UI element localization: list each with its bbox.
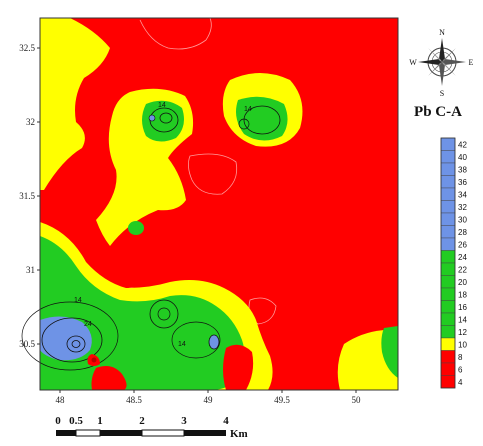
scale-label: 3 — [181, 415, 187, 427]
scale-label: 0.5 — [69, 415, 83, 427]
compass-rose-icon: N S E W — [409, 28, 473, 98]
y-tick-label: 31.5 — [19, 191, 35, 201]
zone-yellow-northwest — [40, 18, 110, 190]
legend-label: 36 — [458, 178, 467, 187]
zone-green-southwest — [40, 236, 245, 390]
legend-label: 20 — [458, 278, 467, 287]
zone-green-spot — [128, 221, 144, 235]
legend-label: 24 — [458, 253, 467, 262]
contour-label: 14 — [178, 341, 186, 348]
legend-label: 8 — [458, 353, 463, 362]
legend-label: 6 — [458, 366, 463, 375]
contour-ring — [71, 340, 81, 348]
legend-label: 14 — [458, 316, 467, 325]
x-tick-label: 49.5 — [274, 395, 290, 405]
y-axis: 32.5 32 31.5 31 30.5 — [19, 43, 40, 349]
scale-label: 1 — [97, 415, 103, 427]
y-tick-label: 32 — [26, 117, 35, 127]
legend-colorbar: 42 40 38 36 34 32 30 28 26 24 22 20 18 16 14 12 10 8 6 4 — [440, 137, 467, 389]
contour-ring — [41, 317, 103, 363]
contour-label: 14 — [244, 106, 252, 113]
x-tick-label: 48.5 — [126, 395, 142, 405]
legend-swatch — [440, 175, 456, 189]
contour-label: 24 — [84, 321, 92, 328]
contour-ring — [171, 321, 221, 359]
legend-swatch — [440, 187, 456, 201]
x-tick-label: 49 — [204, 395, 214, 405]
map-panel: 14 14 14 24 14 — [21, 17, 399, 391]
y-tick-label: 31 — [26, 265, 35, 275]
scale-label: 0 — [55, 415, 61, 427]
anomaly-dark-red — [91, 357, 97, 363]
legend-label: 30 — [458, 216, 467, 225]
legend-swatch — [440, 137, 456, 151]
contour-ring — [21, 301, 119, 371]
zone-green-center-south — [149, 299, 179, 329]
contour-ring — [243, 105, 281, 135]
scale-unit: Km — [230, 428, 248, 440]
legend-label: 38 — [458, 166, 467, 175]
legend-label: 10 — [458, 341, 467, 350]
legend-label: 12 — [458, 328, 467, 337]
legend-label: 4 — [458, 378, 463, 387]
anomaly-blue-core — [148, 114, 156, 122]
legend-swatch — [440, 300, 456, 314]
contour-ring — [66, 335, 86, 353]
y-tick-label: 30.5 — [19, 339, 35, 349]
legend-swatch — [440, 150, 456, 164]
map-frame — [39, 17, 399, 391]
contour-faint — [188, 153, 238, 195]
zone-red-south-center — [223, 344, 254, 390]
scale-label: 2 — [139, 415, 145, 427]
legend-label: 26 — [458, 241, 467, 250]
zone-green-southeast — [381, 326, 398, 378]
x-tick-label: 50 — [352, 395, 362, 405]
legend-frame — [440, 137, 456, 389]
anomaly-blue-south — [208, 334, 220, 350]
legend-swatch — [440, 350, 456, 364]
legend-swatch — [440, 162, 456, 176]
legend-label: 18 — [458, 291, 467, 300]
contour-label: 14 — [74, 297, 82, 304]
x-tick-label: 48 — [56, 395, 66, 405]
legend-swatch — [440, 275, 456, 289]
legend-swatch — [440, 312, 456, 326]
legend-swatch — [440, 262, 456, 276]
contour-faint — [139, 17, 212, 50]
legend-label: 16 — [458, 303, 467, 312]
compass-w: W — [409, 58, 417, 67]
legend-swatch — [440, 325, 456, 339]
legend-swatch — [440, 200, 456, 214]
legend-swatch — [440, 237, 456, 251]
contour-ring — [159, 112, 173, 124]
x-axis: 48 48.5 49 49.5 50 — [56, 390, 362, 405]
compass-e: E — [469, 58, 474, 67]
legend-label: 40 — [458, 153, 467, 162]
legend-label: 34 — [458, 191, 467, 200]
legend-swatch — [440, 212, 456, 226]
legend-swatch — [440, 225, 456, 239]
contour-ring — [238, 118, 250, 130]
legend-swatch — [440, 337, 456, 351]
anomaly-blue-southwest — [40, 316, 92, 361]
legend-swatch — [440, 250, 456, 264]
legend-label: 32 — [458, 203, 467, 212]
legend-title: Pb C-A — [414, 104, 462, 120]
scale-bar: 0 0.5 1 2 3 4 Km — [55, 415, 247, 440]
zone-red-south — [91, 366, 127, 390]
compass-s: S — [440, 89, 444, 98]
legend-swatch — [440, 362, 456, 376]
legend-label: 22 — [458, 266, 467, 275]
legend-swatch — [440, 287, 456, 301]
scale-label: 4 — [223, 415, 229, 427]
legend-label: 28 — [458, 228, 467, 237]
contour-ring — [157, 307, 171, 321]
compass-n: N — [439, 28, 445, 37]
contour-label: 14 — [158, 102, 166, 109]
y-tick-label: 32.5 — [19, 43, 35, 53]
legend-label: 42 — [458, 141, 467, 150]
legend-swatch — [440, 375, 456, 389]
